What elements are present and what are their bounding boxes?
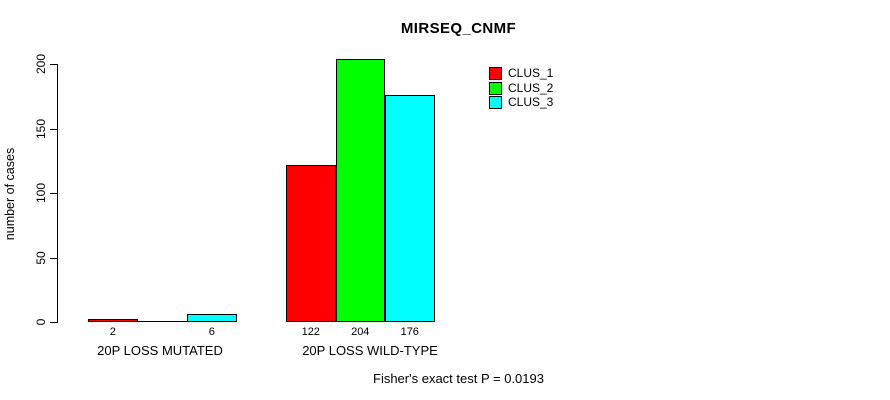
bar-value-label: 2	[109, 326, 116, 338]
chart-title: MIRSEQ_CNMF	[400, 20, 517, 37]
legend-swatch-clus_3	[489, 95, 502, 109]
bar-value-label: 176	[400, 326, 419, 338]
legend-row: CLUS_2	[489, 81, 553, 95]
y-tick-label: 100	[34, 182, 48, 204]
bar-value-label: 122	[301, 326, 320, 338]
bar-clus_2-group2	[335, 59, 385, 322]
legend-label: CLUS_2	[508, 81, 554, 95]
legend-label: CLUS_3	[508, 95, 554, 109]
y-axis-line	[57, 64, 58, 323]
y-tick-mark	[50, 258, 57, 259]
legend: CLUS_1 CLUS_2 CLUS_3	[489, 66, 609, 114]
bar-clus_2-group1	[137, 321, 187, 322]
bar-clus_1-group1	[88, 319, 138, 322]
bar-value-label: 204	[351, 326, 370, 338]
bar-clus_3-group1	[187, 314, 237, 322]
y-tick-label: 150	[34, 118, 48, 140]
bar-clus_1-group2	[286, 165, 336, 322]
group-label: 20P LOSS MUTATED	[97, 343, 223, 358]
legend-row: CLUS_3	[489, 95, 553, 109]
y-axis-label: number of cases	[3, 147, 17, 241]
stat-note: Fisher's exact test P = 0.0193	[373, 371, 544, 386]
legend-swatch-clus_2	[489, 81, 502, 95]
legend-label: CLUS_1	[508, 66, 554, 80]
y-tick-label: 200	[34, 53, 48, 75]
y-tick-mark	[50, 322, 57, 323]
legend-row: CLUS_1	[489, 66, 553, 80]
legend-swatch-clus_1	[489, 66, 502, 80]
group-label: 20P LOSS WILD-TYPE	[302, 343, 438, 358]
y-tick-label: 50	[34, 251, 48, 265]
bar-clus_3-group2	[385, 95, 435, 322]
bar-value-label: 6	[208, 326, 215, 338]
y-tick-mark	[50, 129, 57, 130]
y-tick-mark	[50, 64, 57, 65]
y-tick-label: 0	[34, 318, 48, 326]
y-tick-mark	[50, 193, 57, 194]
